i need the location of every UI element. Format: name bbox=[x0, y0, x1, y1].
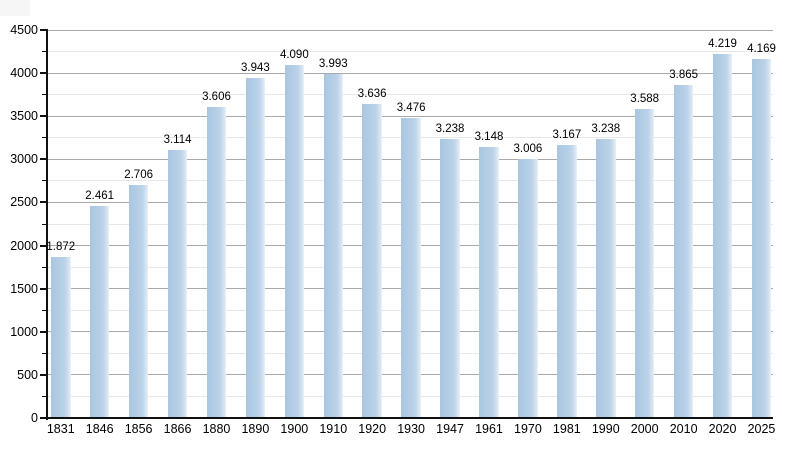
bar-value-label: 3.865 bbox=[669, 68, 699, 81]
bar bbox=[634, 108, 655, 418]
bar-value-label: 3.238 bbox=[435, 122, 465, 135]
x-tick-label: 1930 bbox=[397, 422, 426, 436]
x-tick-label: 1981 bbox=[552, 422, 581, 436]
y-tick-label: 4500 bbox=[10, 23, 38, 37]
bar bbox=[712, 54, 733, 418]
bar bbox=[440, 138, 460, 418]
y-tick-label: 1000 bbox=[10, 324, 38, 339]
gridline-major bbox=[47, 72, 773, 74]
x-tick-label: 1970 bbox=[514, 422, 542, 436]
bar-value-label: 3.238 bbox=[591, 122, 621, 135]
bar bbox=[284, 65, 305, 418]
gridline-major bbox=[47, 29, 773, 31]
bar-value-label: 3.148 bbox=[474, 130, 504, 143]
gridline-minor bbox=[47, 51, 773, 53]
bar-value-label: 3.006 bbox=[513, 142, 543, 155]
y-tick-label: 500 bbox=[17, 367, 38, 382]
bar-value-label: 4.169 bbox=[747, 42, 776, 55]
bar-value-label: 1.872 bbox=[46, 240, 76, 253]
y-axis-minor-tick bbox=[42, 309, 48, 311]
y-axis-minor-tick bbox=[42, 94, 48, 96]
y-axis-major-tick bbox=[40, 373, 48, 376]
y-axis-major-tick bbox=[40, 72, 48, 75]
x-tick-label: 1920 bbox=[358, 422, 387, 436]
y-tick-label: 4000 bbox=[10, 66, 38, 81]
y-axis-major-tick bbox=[40, 330, 48, 333]
x-tick-label: 1947 bbox=[436, 422, 464, 436]
x-tick-label: 2020 bbox=[708, 422, 737, 436]
bar-value-label: 4.219 bbox=[708, 38, 737, 51]
bar-value-label: 3.588 bbox=[630, 92, 660, 105]
bar bbox=[596, 138, 616, 418]
bar bbox=[401, 118, 421, 418]
y-tick-label: 3500 bbox=[10, 109, 38, 124]
bar-value-label: 3.943 bbox=[241, 62, 270, 75]
y-tick-label: 1500 bbox=[10, 281, 38, 296]
bar bbox=[673, 84, 694, 418]
y-axis-major-tick bbox=[40, 287, 48, 290]
x-axis-line bbox=[46, 417, 773, 419]
bar bbox=[128, 184, 149, 418]
x-tick-label: 1831 bbox=[46, 422, 75, 436]
y-axis-major-tick bbox=[40, 115, 48, 118]
bar-value-label: 3.993 bbox=[318, 57, 348, 70]
bar-value-label: 3.476 bbox=[396, 102, 426, 115]
bar bbox=[51, 256, 71, 418]
x-tick-label: 1890 bbox=[241, 422, 270, 436]
y-tick-label: 2000 bbox=[10, 238, 38, 253]
bar-value-label: 3.636 bbox=[357, 88, 387, 101]
bar bbox=[479, 146, 499, 418]
bar-value-label: 2.461 bbox=[85, 189, 115, 202]
gridline-major bbox=[47, 115, 773, 117]
y-axis-minor-tick bbox=[42, 51, 48, 53]
bar-value-label: 2.706 bbox=[124, 168, 153, 181]
x-tick-label: 1866 bbox=[163, 422, 192, 436]
bar bbox=[206, 107, 227, 418]
corner-artifact bbox=[0, 0, 30, 16]
y-axis-minor-tick bbox=[42, 266, 48, 268]
x-tick-label: 2000 bbox=[630, 422, 659, 436]
y-axis-line bbox=[46, 30, 48, 420]
bar bbox=[557, 144, 577, 418]
bar-value-label: 3.167 bbox=[552, 128, 582, 141]
x-tick-label: 1880 bbox=[202, 422, 231, 436]
y-axis-minor-tick bbox=[42, 223, 48, 225]
x-tick-label: 2010 bbox=[669, 422, 698, 436]
x-tick-label: 1900 bbox=[280, 422, 309, 436]
bar bbox=[167, 149, 188, 418]
bar bbox=[362, 104, 382, 418]
y-axis-major-tick bbox=[40, 158, 48, 161]
y-axis-minor-tick bbox=[42, 137, 48, 139]
gridline-minor bbox=[47, 94, 773, 96]
y-axis-minor-tick bbox=[42, 395, 48, 397]
y-tick-label: 0 bbox=[31, 411, 38, 425]
bar-value-label: 4.090 bbox=[279, 49, 309, 62]
x-tick-label: 2025 bbox=[747, 422, 776, 436]
bar bbox=[518, 158, 538, 418]
y-axis-major-tick bbox=[40, 29, 48, 31]
bar-value-label: 3.606 bbox=[202, 91, 231, 104]
y-tick-label: 2500 bbox=[10, 195, 38, 210]
x-tick-label: 1846 bbox=[85, 422, 114, 436]
y-tick-label: 3000 bbox=[10, 152, 38, 167]
y-axis-minor-tick bbox=[42, 352, 48, 354]
x-tick-label: 1910 bbox=[319, 422, 348, 436]
x-tick-label: 1961 bbox=[475, 422, 503, 436]
y-axis-minor-tick bbox=[42, 180, 48, 182]
y-axis-major-tick bbox=[40, 201, 48, 204]
bar bbox=[245, 78, 266, 418]
y-axis-major-tick bbox=[40, 244, 48, 247]
bar bbox=[751, 58, 772, 418]
bar-value-label: 3.114 bbox=[163, 133, 192, 146]
y-axis-major-tick bbox=[40, 417, 48, 419]
x-tick-label: 1990 bbox=[591, 422, 620, 436]
bar bbox=[323, 73, 343, 418]
x-tick-label: 1856 bbox=[124, 422, 153, 436]
bar bbox=[89, 205, 110, 418]
